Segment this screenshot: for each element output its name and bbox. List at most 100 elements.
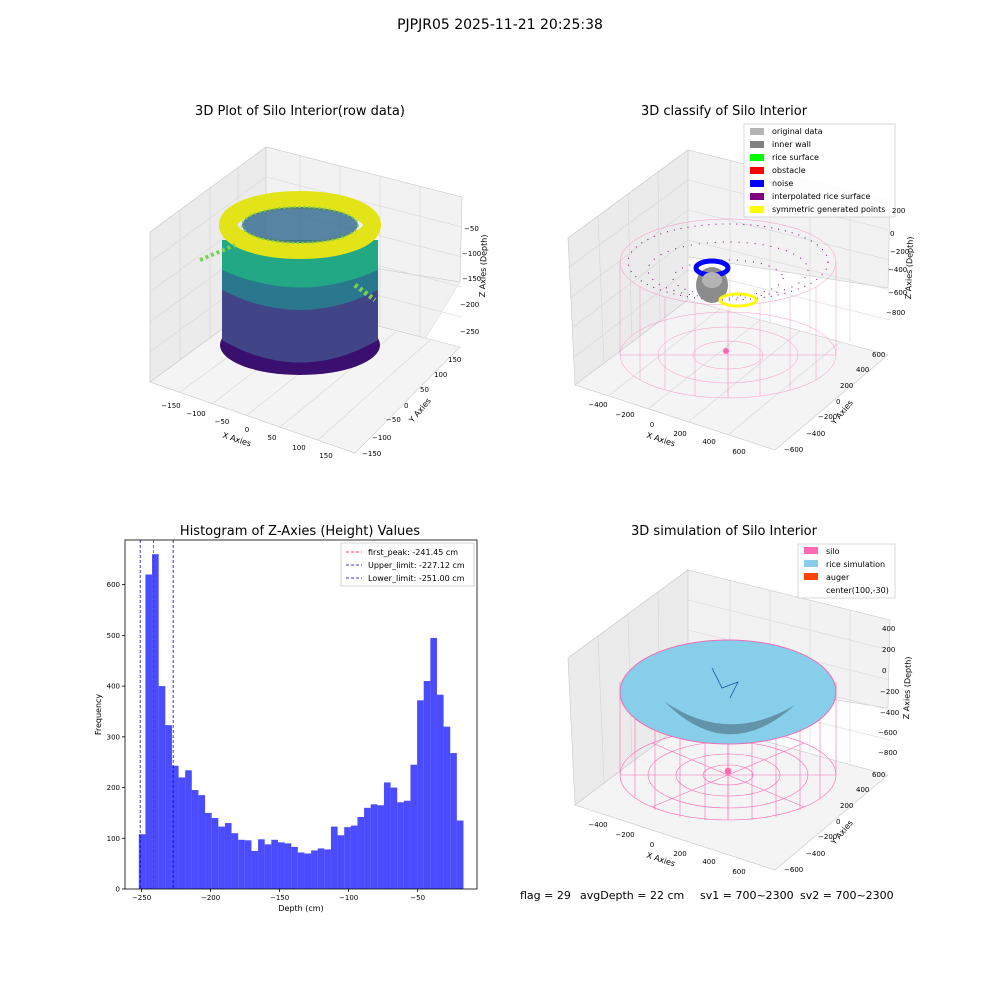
- raw-y-tick: 100: [434, 371, 447, 379]
- simulation-y-ticks: −600 −400 −200 0 200 400 600: [784, 771, 885, 874]
- raw-y-tick: 50: [420, 386, 429, 394]
- histogram-bar: [224, 823, 232, 889]
- raw-x-tick: 0: [245, 426, 249, 434]
- histogram-x-tick-label: −150: [270, 894, 289, 902]
- histogram-x-ticks: −250 −200 −150 −100 −50: [132, 889, 425, 902]
- simulation-x-label: X Axies: [645, 851, 676, 869]
- simulation-y-tick: 200: [840, 802, 853, 810]
- legend-swatch: [750, 206, 764, 213]
- figure-title: PJPJR05 2025-11-21 20:25:38: [397, 17, 603, 33]
- histogram-bar: [198, 795, 206, 889]
- histogram-bar: [383, 782, 391, 889]
- classify-z-tick: −400: [888, 266, 907, 274]
- raw-x-tick: 50: [268, 434, 277, 442]
- histogram-bar: [430, 637, 437, 889]
- classify-z-tick: −800: [886, 309, 905, 317]
- classify-y-ticks: −600 −400 −200 0 200 400 600: [784, 351, 885, 454]
- histogram-bar: [350, 825, 358, 889]
- raw-z-tick: −250: [460, 328, 479, 336]
- classify-y-tick: −200: [818, 413, 837, 421]
- simulation-z-tick: −400: [880, 709, 899, 717]
- histogram-bar: [390, 787, 398, 889]
- histogram-legend-label: first_peak: -241.45 cm: [368, 548, 458, 557]
- histogram-bar: [436, 694, 444, 889]
- simulation-z-tick: −200: [880, 688, 899, 696]
- classify-z-tick: 200: [892, 207, 905, 215]
- simulation-3d-plot: silo rice simulation auger center(100,-3…: [567, 543, 913, 876]
- histogram-bar: [271, 839, 278, 889]
- histogram-bar: [417, 700, 424, 889]
- simulation-y-tick: 400: [856, 786, 869, 794]
- histogram-chart: −250 −200 −150 −100 −50 0100200300400500600 …: [94, 539, 478, 913]
- classify-z-ticks: 200 0 −200 −400 −600 −800: [886, 207, 909, 317]
- simulation-x-tick: −400: [588, 821, 607, 829]
- classify-legend: original data inner wall rice surface ob…: [743, 123, 896, 218]
- histogram-bar: [423, 681, 431, 889]
- simulation-z-tick: −600: [878, 729, 897, 737]
- raw-z-ticks: −50 −100 −150 −200 −250: [460, 225, 481, 336]
- raw-plot-title: 3D Plot of Silo Interior(row data): [195, 104, 405, 119]
- status-avg-depth: avgDepth = 22 cm: [580, 889, 685, 902]
- classify-x-tick: 0: [650, 421, 654, 429]
- histogram-bar: [138, 834, 146, 889]
- histogram-bar: [258, 839, 265, 889]
- histogram-bar: [218, 826, 225, 889]
- classify-plot-title: 3D classify of Silo Interior: [640, 104, 808, 119]
- histogram-y-tick-label: 600: [107, 581, 120, 589]
- raw-y-tick: 150: [448, 356, 461, 364]
- simulation-y-tick: −400: [806, 850, 825, 858]
- legend-label: original data: [772, 127, 823, 136]
- raw-z-tick: −200: [460, 301, 479, 309]
- simulation-legend: silo rice simulation auger center(100,-3…: [797, 543, 896, 599]
- legend-label: noise: [772, 179, 793, 188]
- histogram-y-tick-label: 300: [107, 733, 120, 741]
- histogram-bar: [291, 846, 298, 889]
- histogram-bar: [344, 827, 351, 889]
- histogram-y-tick-label: 0: [116, 886, 120, 894]
- histogram-legend: first_peak: -241.45 cm Upper_limit: -227.…: [340, 542, 475, 587]
- classify-3d-plot: original data inner wall rice surface ob…: [567, 123, 915, 456]
- raw-x-ticks: −150 −100 −50 0 50 100 150: [161, 402, 332, 460]
- classify-z-tick: −200: [890, 248, 909, 256]
- raw-x-tick: −100: [186, 410, 205, 418]
- simulation-x-tick: 600: [732, 868, 745, 876]
- histogram-bar: [284, 843, 292, 889]
- legend-label: rice surface: [772, 153, 819, 162]
- histogram-bar: [205, 812, 212, 889]
- histogram-bar: [231, 833, 239, 889]
- simulation-rice-surface: [619, 639, 837, 745]
- histogram-bar: [443, 726, 451, 889]
- histogram-y-tick-label: 200: [107, 784, 120, 792]
- raw-x-tick: −150: [161, 402, 180, 410]
- legend-swatch: [750, 167, 764, 174]
- histogram-y-label: Frequency: [94, 694, 103, 736]
- histogram-bars: [138, 554, 464, 889]
- simulation-x-tick: −200: [615, 831, 634, 839]
- legend-swatch: [804, 573, 818, 580]
- raw-z-tick: −150: [462, 275, 481, 283]
- classify-x-tick: −400: [588, 401, 607, 409]
- classify-x-tick: 200: [673, 430, 686, 438]
- legend-label: inner wall: [772, 140, 811, 149]
- raw-z-tick: −50: [464, 225, 479, 233]
- histogram-title: Histogram of Z-Axies (Height) Values: [179, 524, 421, 539]
- histogram-x-tick-label: −100: [339, 894, 358, 902]
- classify-y-tick: 400: [856, 366, 869, 374]
- legend-swatch: [750, 154, 764, 161]
- simulation-z-ticks: 400 200 0 −200 −400 −600 −800: [878, 625, 899, 757]
- classify-z-tick: −600: [888, 289, 907, 297]
- histogram-bar: [191, 790, 199, 889]
- histogram-bar: [165, 725, 172, 889]
- legend-swatch: [750, 193, 764, 200]
- simulation-z-tick: 200: [882, 646, 895, 654]
- classify-y-tick: 0: [836, 398, 840, 406]
- classify-x-tick: 600: [732, 448, 745, 456]
- histogram-bar: [370, 804, 378, 889]
- histogram-legend-box: [340, 542, 475, 587]
- histogram-bar: [277, 842, 285, 889]
- legend-label: rice simulation: [826, 560, 885, 569]
- simulation-y-tick: 600: [872, 771, 885, 779]
- simulation-z-tick: 0: [882, 667, 886, 675]
- histogram-bar: [456, 820, 464, 889]
- histogram-bar: [410, 764, 418, 889]
